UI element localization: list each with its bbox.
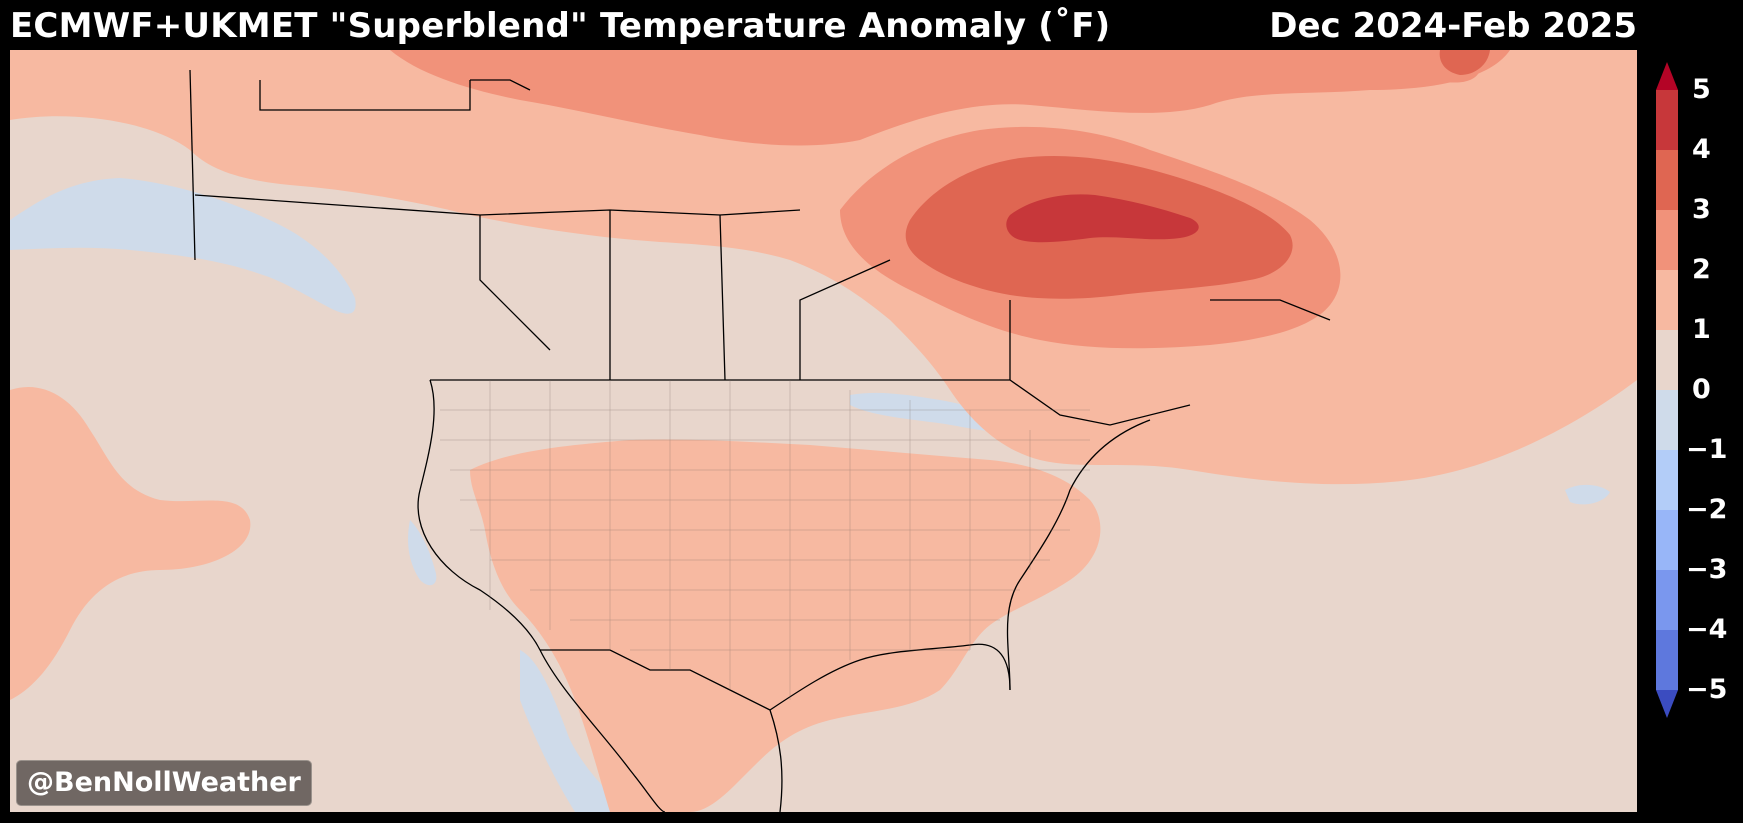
us-east-coast [1006,419,1151,691]
author-watermark: @BenNollWeather [16,760,312,806]
cool-anomaly-atlantic-patch [1565,484,1610,505]
warm-anomaly-arctic-core [1439,50,1490,75]
colorbar-tick-label: −2 [1686,494,1728,525]
us-canada-border [430,379,1191,426]
colorbar-scale [1656,62,1678,718]
colorbar-bin [1656,330,1678,390]
quebec-labrador [1009,299,1331,380]
map-canvas [10,50,1637,812]
colorbar-bin [1656,210,1678,270]
colorbar-tick-label: −3 [1686,554,1728,585]
colorbar-bin [1656,270,1678,330]
cool-anomaly-baja [520,650,630,812]
colorbar-tick-label: 3 [1692,194,1711,225]
canada-province-lines [194,194,891,381]
colorbar-tick-label: 2 [1692,254,1711,285]
colorbar-bin [1656,570,1678,630]
colorbar-bin [1656,90,1678,150]
northern-territories [259,79,531,111]
cool-anomaly-california-coast [408,520,437,586]
county-grid [440,380,1090,700]
anomaly-map [10,50,1637,812]
colorbar-bin [1656,510,1678,570]
mexico-gulf-coast [769,709,783,812]
colorbar-over-arrow [1656,62,1678,90]
colorbar-bin [1656,450,1678,510]
colorbar-tick-label: 5 [1692,74,1711,105]
us-west-coast [417,379,541,651]
colorbar-under-arrow [1656,690,1678,718]
colorbar-tick-label: 1 [1692,314,1711,345]
map-title: ECMWF+UKMET "Superblend" Temperature Ano… [10,6,1111,46]
colorbar-legend: 5 4 3 2 1 0 −1 −2 −3 −4 −5 [1656,62,1742,800]
mexico-west-coast [539,649,666,812]
colorbar-bin [1656,150,1678,210]
colorbar-tick-label: −1 [1686,434,1728,465]
cool-anomaly-gulf-of-alaska [10,178,356,314]
political-boundaries [189,69,1331,812]
warm-anomaly-arctic-north [390,50,1510,146]
colorbar-tick-label: 0 [1692,374,1711,405]
alaska-canada-border [189,69,196,261]
colorbar-tick-label: 4 [1692,134,1711,165]
colorbar-tick-label: −4 [1686,614,1728,645]
forecast-period: Dec 2024-Feb 2025 [1269,6,1637,46]
warm-anomaly-hudson-bay-peak [1006,194,1199,243]
warm-anomaly-southwest-us [470,439,1101,812]
texas-gulf-coast [769,643,1011,711]
colorbar-bin [1656,390,1678,450]
warm-anomaly-northern-canada [10,50,1637,485]
warm-anomaly-eastern-pacific [10,386,251,700]
colorbar-bin [1656,630,1678,690]
colorbar-tick-label: −5 [1686,674,1728,705]
